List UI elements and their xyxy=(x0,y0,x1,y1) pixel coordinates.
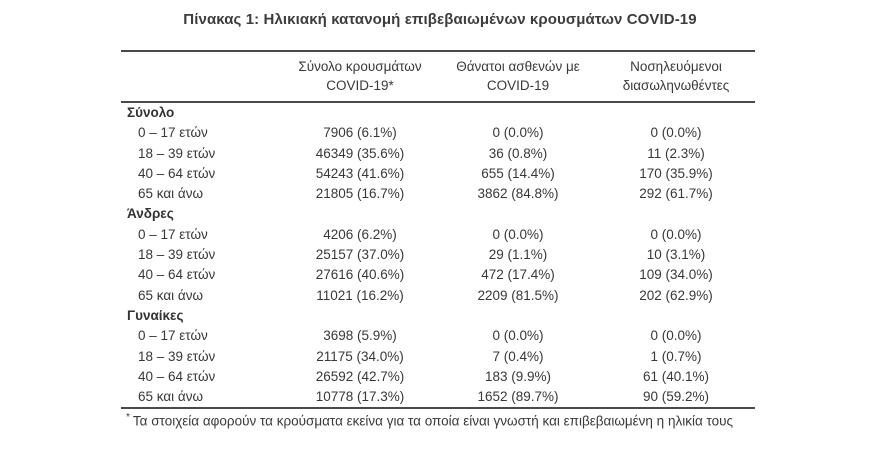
table-body: Σύνολο 0 – 17 ετών 7906 (6.1%) 0 (0.0%) 0 (0… xyxy=(121,102,755,408)
cases-cell: 46349 (35.6%) xyxy=(315,145,405,161)
cases-cell: 3698 (5.9%) xyxy=(323,328,397,344)
deaths-cell: 183 (9.9%) xyxy=(484,368,552,384)
deaths-cell: 2209 (81.5%) xyxy=(477,287,559,303)
table-row: 40 – 64 ετών 27616 (40.6%) 472 (17.4%) 109 … xyxy=(121,265,755,285)
intubated-cell: 202 (62.9%) xyxy=(639,287,713,303)
section-row: Σύνολο xyxy=(121,102,755,123)
cases-cell: 11021 (16.2%) xyxy=(316,287,404,303)
deaths-cell: 0 (0.0%) xyxy=(492,125,544,141)
table-row: 0 – 17 ετών 3698 (5.9%) 0 (0.0%) 0 (0.0%) xyxy=(121,326,755,346)
deaths-cell: 472 (17.4%) xyxy=(481,267,555,283)
section-label: Γυναίκες xyxy=(127,307,184,323)
age-group-cell: 0 – 17 ετών xyxy=(138,125,208,141)
cases-cell: 25157 (37.0%) xyxy=(315,247,405,263)
header-deaths-line1: Θάνατοι ασθενών με xyxy=(456,59,580,74)
intubated-cell: 0 (0.0%) xyxy=(650,125,702,141)
intubated-cell: 0 (0.0%) xyxy=(650,226,702,242)
intubated-cell: 11 (2.3%) xyxy=(647,145,705,161)
covid-age-distribution-table: Σύνολο κρουσμάτων COVID-19* Θάνατοι ασθε… xyxy=(121,50,755,410)
header-intubated: Νοσηλευόμενοι διασωληνωθέντες xyxy=(597,51,755,102)
intubated-cell: 109 (34.0%) xyxy=(639,267,713,283)
cases-cell: 21175 (34.0%) xyxy=(316,348,404,364)
age-group-cell: 18 – 39 ετών xyxy=(138,348,216,364)
section-label: Άνδρες xyxy=(127,206,174,222)
header-total-cases-line2: COVID-19* xyxy=(326,78,394,93)
intubated-cell: 61 (40.1%) xyxy=(642,368,710,384)
age-group-cell: 40 – 64 ετών xyxy=(138,267,216,283)
age-group-cell: 18 – 39 ετών xyxy=(138,247,216,263)
intubated-cell: 10 (3.1%) xyxy=(646,247,706,263)
section-label: Σύνολο xyxy=(127,105,175,120)
table-row: 18 – 39 ετών 46349 (35.6%) 36 (0.8%) 11 (2.… xyxy=(121,144,755,164)
intubated-cell: 0 (0.0%) xyxy=(650,328,702,344)
table-row: 0 – 17 ετών 7906 (6.1%) 0 (0.0%) 0 (0.0%) xyxy=(121,123,755,143)
header-total-cases: Σύνολο κρουσμάτων COVID-19* xyxy=(281,51,439,102)
cases-cell: 27616 (40.6%) xyxy=(315,267,405,283)
age-group-cell: 0 – 17 ετών xyxy=(138,328,208,344)
section-row: Γυναίκες xyxy=(121,306,755,326)
table-row: 0 – 17 ετών 4206 (6.2%) 0 (0.0%) 0 (0.0%) xyxy=(121,225,755,245)
header-row: Σύνολο κρουσμάτων COVID-19* Θάνατοι ασθε… xyxy=(121,51,755,102)
deaths-cell: 29 (1.1%) xyxy=(488,247,548,263)
age-group-cell: 65 και άνω xyxy=(138,287,204,303)
page-title: Πίνακας 1: Ηλικιακή κατανομή επιβεβαιωμέ… xyxy=(183,11,697,28)
cases-cell: 7906 (6.1%) xyxy=(323,125,397,141)
table-row: 65 και άνω 11021 (16.2%) 2209 (81.5%) 202 (… xyxy=(121,286,755,306)
footnote-text: Τα στοιχεία αφορούν τα κρούσματα εκείνα … xyxy=(132,413,734,429)
age-group-cell: 65 και άνω xyxy=(138,186,204,202)
header-total-cases-line1: Σύνολο κρουσμάτων xyxy=(298,59,422,74)
table-row: 18 – 39 ετών 25157 (37.0%) 29 (1.1%) 10 (3.… xyxy=(121,245,755,265)
age-group-cell: 0 – 17 ετών xyxy=(138,226,208,242)
header-deaths: Θάνατοι ασθενών με COVID-19 xyxy=(439,51,597,102)
table-row: 40 – 64 ετών 26592 (42.7%) 183 (9.9%) 61 (4… xyxy=(121,367,755,387)
cases-cell: 4206 (6.2%) xyxy=(323,226,397,242)
age-group-cell: 40 – 64 ετών xyxy=(138,368,216,384)
deaths-cell: 1652 (89.7%) xyxy=(477,389,559,405)
intubated-cell: 90 (59.2%) xyxy=(642,389,710,405)
deaths-cell: 0 (0.0%) xyxy=(492,328,544,344)
age-group-cell: 65 και άνω xyxy=(138,389,204,405)
cases-cell: 54243 (41.6%) xyxy=(315,165,405,181)
table-row: 65 και άνω 21805 (16.7%) 3862 (84.8%) 292 (… xyxy=(121,184,755,204)
header-intubated-line2: διασωληνωθέντες xyxy=(622,78,730,93)
intubated-cell: 170 (35.9%) xyxy=(639,165,713,181)
cases-cell: 21805 (16.7%) xyxy=(315,186,405,202)
header-empty-cell xyxy=(121,51,281,102)
header-deaths-line2: COVID-19 xyxy=(486,78,550,93)
deaths-cell: 0 (0.0%) xyxy=(492,226,544,242)
footnote-asterisk: * xyxy=(126,412,130,423)
deaths-cell: 7 (0.4%) xyxy=(492,348,544,364)
deaths-cell: 3862 (84.8%) xyxy=(477,186,559,202)
age-group-cell: 40 – 64 ετών xyxy=(138,165,216,181)
intubated-cell: 292 (61.7%) xyxy=(639,186,713,202)
table-row: 40 – 64 ετών 54243 (41.6%) 655 (14.4%) 170 … xyxy=(121,164,755,184)
table-row: 65 και άνω 10778 (17.3%) 1652 (89.7%) 90 (5… xyxy=(121,387,755,408)
deaths-cell: 655 (14.4%) xyxy=(481,165,555,181)
deaths-cell: 36 (0.8%) xyxy=(488,145,548,161)
intubated-cell: 1 (0.7%) xyxy=(650,348,702,364)
cases-cell: 26592 (42.7%) xyxy=(315,368,405,384)
footnote: * Τα στοιχεία αφορούν τα κρούσματα εκείνα… xyxy=(126,412,866,429)
header-intubated-line1: Νοσηλευόμενοι xyxy=(630,59,722,74)
age-group-cell: 18 – 39 ετών xyxy=(138,145,216,161)
table-header: Σύνολο κρουσμάτων COVID-19* Θάνατοι ασθε… xyxy=(121,51,755,102)
cases-cell: 10778 (17.3%) xyxy=(315,389,405,405)
section-row: Άνδρες xyxy=(121,204,755,224)
table-row: 18 – 39 ετών 21175 (34.0%) 7 (0.4%) 1 (0.7%… xyxy=(121,347,755,367)
